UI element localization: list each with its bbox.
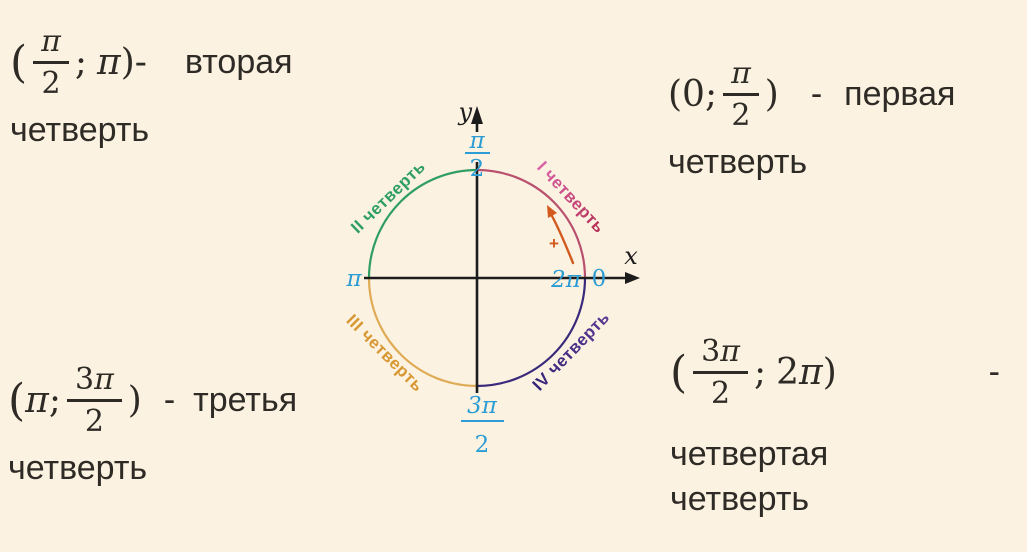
quarter-word: четверть [670,480,810,519]
fraction-numerator: π [41,24,61,59]
close-paren: ) [822,351,837,393]
formula-group: ( 3 π 2 ; 2 π ) [670,334,837,412]
label-quadrant-2: II четверть [347,157,429,237]
open-paren: ( [10,36,28,88]
open-paren-zero: (0; [668,73,718,115]
annotation-second-quarter: ( π 2 ; π )- вторая четверть [10,24,293,149]
rotation-arrowhead-icon [547,205,557,218]
fraction-3pi-over-2: 3 π 2 [66,362,122,440]
unit-circle-diagram: y x π 2 π 2π 0 3π 2 II четверть I четвер… [330,95,660,470]
annotation-third-quarter: ( π ; 3 π 2 ) - третья четверть [8,362,297,487]
semicolon: ; [753,351,767,393]
plus-sign: + [549,234,559,253]
fraction-pi-over-2: π 2 [33,24,69,102]
y-axis-arrow-icon [471,106,483,124]
semicolon: ; [74,41,88,83]
x-axis-arrow-icon [625,272,640,284]
fraction-denominator: 2 [731,98,751,134]
tick-3pi-over-2-denominator: 2 [475,432,490,458]
fraction-numerator-pi: π [720,334,740,369]
semicolon: ; [48,379,61,421]
fraction-numerator: π [731,56,751,91]
fraction-pi-over-2: π 2 [723,56,759,134]
close-paren: ) [127,379,142,421]
tick-pi: π [345,266,362,292]
fraction-denominator: 2 [711,376,731,412]
tick-2pi: 2π [550,267,582,293]
annotation-first-quarter: (0; π 2 ) - первая четверть [668,56,955,181]
tick-3pi-over-2-numerator: 3π [467,393,498,419]
pi-symbol: π [25,379,49,421]
pi-symbol: π [97,41,121,83]
tick-zero: 0 [592,266,607,292]
quarter-word: четверть [668,142,808,181]
quarter-name: вторая [184,43,293,82]
formula-line: ( 3 π 2 ; 2 π ) - [670,334,1000,412]
close-paren-dash: )- [120,41,147,83]
arc-quadrant-3 [367,277,478,388]
y-axis-label: y [457,98,472,126]
quarter-word: четверть [10,110,150,149]
label-quadrant-4: IV четверть [529,308,614,395]
arc-quadrant-1 [476,168,587,279]
open-paren: ( [8,374,26,426]
dash: - [810,75,823,114]
close-paren: ) [764,73,779,115]
pi-symbol: π [799,351,823,393]
tick-pi-over-2-denominator: 2 [470,156,485,182]
dash: - [163,381,176,420]
rotation-arrow-icon [550,214,575,265]
fraction-numerator-pi: π [94,362,114,397]
quarter-word: четверть [8,448,148,487]
fraction-denominator: 2 [84,404,104,440]
formula-line: ( π ; 3 π 2 ) - третья [8,362,297,440]
fraction-denominator: 2 [41,66,61,102]
arc-quadrant-2 [367,168,478,279]
formula-line: ( π 2 ; π )- вторая [10,24,293,102]
fraction-numerator-digit: 3 [701,334,721,369]
dash: - [988,353,1000,392]
annotation-fourth-quarter: ( 3 π 2 ; 2 π ) - четвертая четверть [670,334,1000,519]
formula-line: (0; π 2 ) - первая [668,56,955,134]
quarter-name: третья [193,381,298,420]
arc-quadrant-4 [476,277,587,388]
quarter-name: четвертая [670,434,829,473]
open-paren: ( [670,346,688,398]
quarter-name: первая [844,75,956,114]
tick-pi-over-2-numerator: π [468,128,485,154]
fraction-numerator-digit: 3 [74,362,95,397]
two-digit: 2 [776,351,800,393]
fraction-3pi-over-2: 3 π 2 [693,334,748,412]
x-axis-label: x [624,242,638,270]
label-quadrant-3: III четверть [342,311,427,396]
